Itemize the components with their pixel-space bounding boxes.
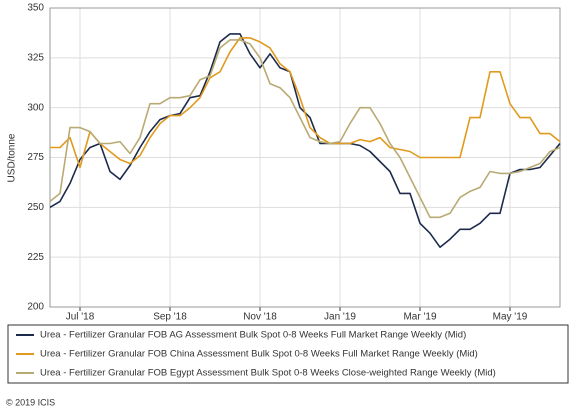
y-tick-label: 325	[27, 52, 44, 63]
legend-box	[7, 324, 569, 384]
series-line	[49, 39, 561, 219]
legend-label: Urea - Fertilizer Granular FOB China Ass…	[40, 349, 478, 360]
y-tick-label: 200	[27, 302, 44, 313]
y-tick-label: 225	[27, 252, 44, 263]
x-tick-label: Nov '18	[243, 312, 277, 323]
legend-label: Urea - Fertilizer Granular FOB Egypt Ass…	[40, 368, 496, 379]
y-tick-label: 250	[27, 202, 44, 213]
legend-label: Urea - Fertilizer Granular FOB AG Assess…	[40, 330, 466, 341]
series-line	[50, 37, 561, 169]
x-tick-label: Mar '19	[403, 312, 436, 323]
x-tick-label: Jan '19	[324, 312, 356, 323]
series-line	[49, 33, 561, 248]
y-axis-label: USD/tonne	[7, 133, 18, 182]
x-tick-label: Sep '18	[153, 312, 187, 323]
y-tick-label: 300	[27, 102, 44, 113]
y-tick-label: 350	[27, 3, 44, 14]
source: © 2019 ICIS	[6, 397, 55, 407]
y-tick-label: 275	[27, 152, 44, 163]
x-tick-label: May '19	[493, 312, 528, 323]
plot-frame	[49, 7, 561, 308]
x-tick-label: Jul '18	[66, 312, 95, 323]
